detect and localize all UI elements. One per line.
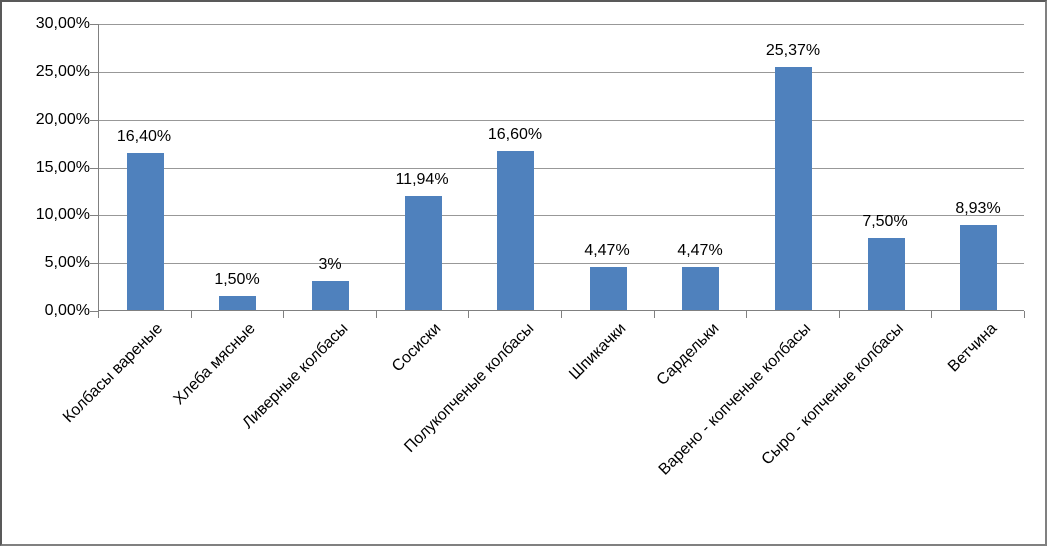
x-axis-tick <box>746 311 747 318</box>
category-label: Сардельки <box>653 320 723 389</box>
y-tick-label: 5,00% <box>44 254 90 271</box>
bar-value-label: 7,50% <box>862 213 908 230</box>
category-label: Сосиски <box>388 320 445 376</box>
bar <box>312 281 349 310</box>
y-tick-label: 25,00% <box>35 63 90 80</box>
category-label: Колбасы вареные <box>59 320 167 427</box>
x-axis-tick <box>191 311 192 318</box>
bar-value-label: 16,60% <box>487 126 543 143</box>
bar <box>590 267 627 310</box>
bar <box>127 153 164 310</box>
x-axis-tick <box>654 311 655 318</box>
gridline <box>99 263 1024 264</box>
bar-value-label: 4,47% <box>584 242 630 259</box>
x-axis-tick <box>931 311 932 318</box>
bar <box>960 225 997 310</box>
y-axis-tick <box>90 168 98 169</box>
bar-value-label: 25,37% <box>765 42 821 59</box>
y-axis-tick <box>90 311 98 312</box>
bar <box>775 67 812 310</box>
gridline <box>99 72 1024 73</box>
x-axis-tick <box>376 311 377 318</box>
bar <box>682 267 719 310</box>
bar-value-label: 3% <box>318 256 342 273</box>
bar-value-label: 16,40% <box>116 128 172 145</box>
category-label: Хлеба мясные <box>170 320 260 409</box>
gridline <box>99 215 1024 216</box>
x-axis-tick <box>283 311 284 318</box>
y-tick-label: 20,00% <box>35 111 90 128</box>
y-axis-tick <box>90 24 98 25</box>
x-axis-tick <box>98 311 99 318</box>
bar <box>219 296 256 310</box>
y-tick-label: 0,00% <box>44 302 90 319</box>
y-axis-tick <box>90 215 98 216</box>
category-label: Варено - копченые колбасы <box>655 320 815 479</box>
x-axis-tick <box>1024 311 1025 318</box>
x-axis-tick <box>468 311 469 318</box>
x-axis-tick <box>839 311 840 318</box>
y-tick-label: 15,00% <box>35 159 90 176</box>
y-axis-tick <box>90 263 98 264</box>
bar-value-label: 4,47% <box>677 242 723 259</box>
x-axis-tick <box>561 311 562 318</box>
bar <box>868 238 905 310</box>
y-tick-label: 10,00% <box>35 206 90 223</box>
y-axis-tick <box>90 72 98 73</box>
bar-value-label: 8,93% <box>955 200 1001 217</box>
y-axis-tick <box>90 120 98 121</box>
plot-area <box>98 24 1024 311</box>
gridline <box>99 120 1024 121</box>
bar-value-label: 1,50% <box>214 271 260 288</box>
bar-value-label: 11,94% <box>395 171 449 188</box>
y-tick-label: 30,00% <box>35 15 90 32</box>
gridline <box>99 24 1024 25</box>
category-label: Ливерные колбасы <box>238 320 352 433</box>
category-label: Ветчина <box>944 320 1001 376</box>
bar <box>497 151 534 310</box>
bar <box>405 196 442 310</box>
category-label: Шпикачки <box>565 320 630 384</box>
gridline <box>99 168 1024 169</box>
